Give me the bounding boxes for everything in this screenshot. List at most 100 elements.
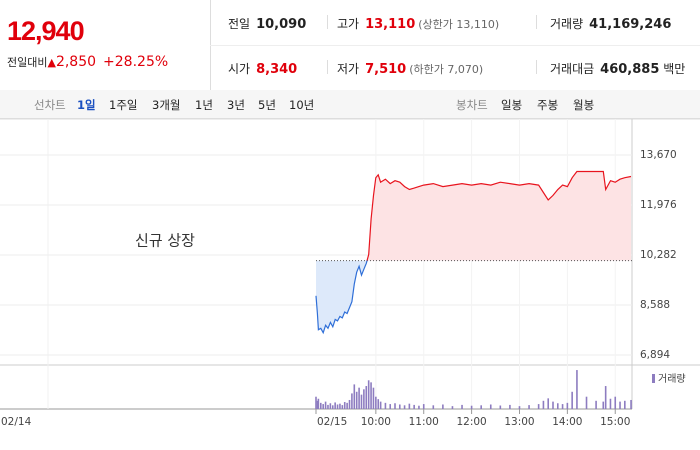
volume-bar bbox=[602, 401, 605, 409]
legend-label: 거래량 bbox=[658, 373, 686, 385]
volume-bar bbox=[542, 400, 545, 409]
volume-bar bbox=[576, 370, 578, 409]
volume-bar bbox=[334, 402, 336, 409]
volume-bar bbox=[324, 401, 327, 409]
up-icon: ▲ bbox=[47, 56, 56, 69]
volume-bar bbox=[451, 406, 454, 409]
stat: 거래량 41,169,246 bbox=[550, 15, 671, 32]
tab[interactable]: 3년 bbox=[227, 98, 245, 112]
tab[interactable]: 1일 bbox=[77, 98, 96, 112]
volume-bar bbox=[348, 399, 351, 409]
tab[interactable]: 주봉 bbox=[537, 98, 559, 112]
stat-label: 시가 bbox=[228, 62, 251, 76]
stat: 전일 10,090 bbox=[228, 15, 306, 32]
price-line bbox=[315, 170, 632, 335]
change-label: 전일대비 bbox=[7, 56, 48, 69]
y-tick-label: 10,282 bbox=[640, 249, 677, 261]
volume-bar bbox=[319, 402, 322, 409]
y-tick-label: 13,670 bbox=[640, 149, 677, 161]
volume-bar bbox=[377, 399, 380, 409]
volume-bar bbox=[327, 404, 329, 409]
volume-bar bbox=[346, 402, 348, 409]
volume-bar bbox=[528, 405, 530, 409]
volume-bar bbox=[609, 398, 612, 409]
stat-value: 10,090 bbox=[256, 17, 307, 32]
volume-bar bbox=[316, 400, 319, 409]
volume-bar bbox=[585, 396, 588, 409]
tab[interactable]: 1년 bbox=[195, 98, 213, 112]
tab[interactable]: 5년 bbox=[258, 98, 276, 112]
volume-bar bbox=[363, 389, 365, 409]
volume-bar bbox=[353, 384, 356, 409]
stat-label: 고가 bbox=[337, 17, 360, 31]
tab[interactable]: 3개월 bbox=[152, 98, 181, 112]
chart: 13,670 11,976 10,282 8,588 6,894 10:00 11:00 12… bbox=[0, 119, 700, 428]
volume-bar bbox=[518, 406, 521, 409]
volume-bar bbox=[360, 394, 363, 409]
separator bbox=[327, 15, 328, 29]
legend-swatch bbox=[652, 374, 655, 383]
volume-bar bbox=[571, 391, 573, 409]
tab[interactable]: 월봉 bbox=[573, 98, 595, 112]
annotation: 신규 상장 bbox=[135, 232, 195, 250]
volume-bar bbox=[365, 386, 368, 409]
change-row: 전일대비▲2,850 +28.25% bbox=[7, 54, 168, 70]
volume-bar bbox=[624, 400, 626, 409]
stat-note: (상한가 13,110) bbox=[418, 18, 500, 31]
volume-bar bbox=[556, 403, 559, 409]
volume-bar bbox=[561, 404, 564, 409]
y-tick-label: 6,894 bbox=[640, 349, 670, 361]
volume-bar bbox=[604, 386, 607, 409]
volume-bar bbox=[595, 400, 597, 409]
volume-bar bbox=[339, 403, 341, 409]
volume-bar bbox=[619, 401, 621, 409]
volume-bar bbox=[470, 405, 473, 409]
volume-bar bbox=[499, 405, 502, 409]
separator bbox=[536, 15, 537, 29]
volume-bar bbox=[408, 403, 411, 409]
stat-value: 13,110 bbox=[365, 17, 416, 32]
separator bbox=[327, 60, 328, 74]
stat-unit: 백만 bbox=[663, 62, 686, 76]
stat: 저가 7,510 (하한가 7,070) bbox=[337, 60, 483, 77]
x-tick-label: 14:00 bbox=[552, 416, 582, 428]
volume-bar bbox=[480, 405, 482, 409]
change: 2,850 bbox=[55, 54, 97, 70]
tab[interactable]: 1주일 bbox=[109, 98, 138, 112]
volume-bar bbox=[418, 405, 420, 409]
change-pct: +28.25% bbox=[103, 54, 169, 70]
date-label: 02/14 bbox=[1, 416, 32, 428]
volume-bar bbox=[331, 405, 334, 409]
volume-bar bbox=[370, 382, 372, 409]
tab[interactable]: 일봉 bbox=[501, 98, 523, 112]
volume-bar bbox=[413, 404, 415, 409]
y-tick-label: 11,976 bbox=[640, 199, 677, 211]
stat: 시가 8,340 bbox=[228, 60, 297, 77]
stat-label: 거래대금 bbox=[550, 62, 595, 76]
volume-bar bbox=[537, 404, 540, 409]
volume-bar bbox=[389, 404, 392, 409]
tab-group-label: 선차트 bbox=[34, 98, 66, 112]
stat-value: 460,885 bbox=[600, 62, 660, 77]
volume-bar bbox=[422, 404, 425, 409]
tab-group-label: 봉차트 bbox=[456, 98, 488, 112]
x-tick-label: 12:00 bbox=[456, 416, 486, 428]
volume-bar bbox=[372, 387, 375, 409]
current-price: 12,940 bbox=[7, 16, 85, 46]
volume-bar bbox=[367, 380, 370, 409]
volume-bar bbox=[552, 401, 554, 409]
x-tick-label: 15:00 bbox=[600, 416, 630, 428]
stat: 고가 13,110 (상한가 13,110) bbox=[337, 15, 499, 32]
tab[interactable]: 10년 bbox=[289, 98, 315, 112]
volume-bar bbox=[322, 404, 324, 409]
y-tick-label: 8,588 bbox=[640, 299, 670, 311]
x-tick-label: 11:00 bbox=[409, 416, 439, 428]
x-tick-label: 10:00 bbox=[361, 416, 391, 428]
volume-bar bbox=[355, 391, 358, 409]
volume-bar bbox=[403, 405, 406, 409]
volume-bar bbox=[336, 404, 339, 409]
volume-bar bbox=[384, 402, 387, 409]
volume-bar bbox=[614, 396, 617, 409]
volume-bar bbox=[343, 402, 346, 409]
quote-header: 12,940 전일대비▲2,850 +28.25% 전일 10,090 고가 13,… bbox=[0, 0, 700, 91]
